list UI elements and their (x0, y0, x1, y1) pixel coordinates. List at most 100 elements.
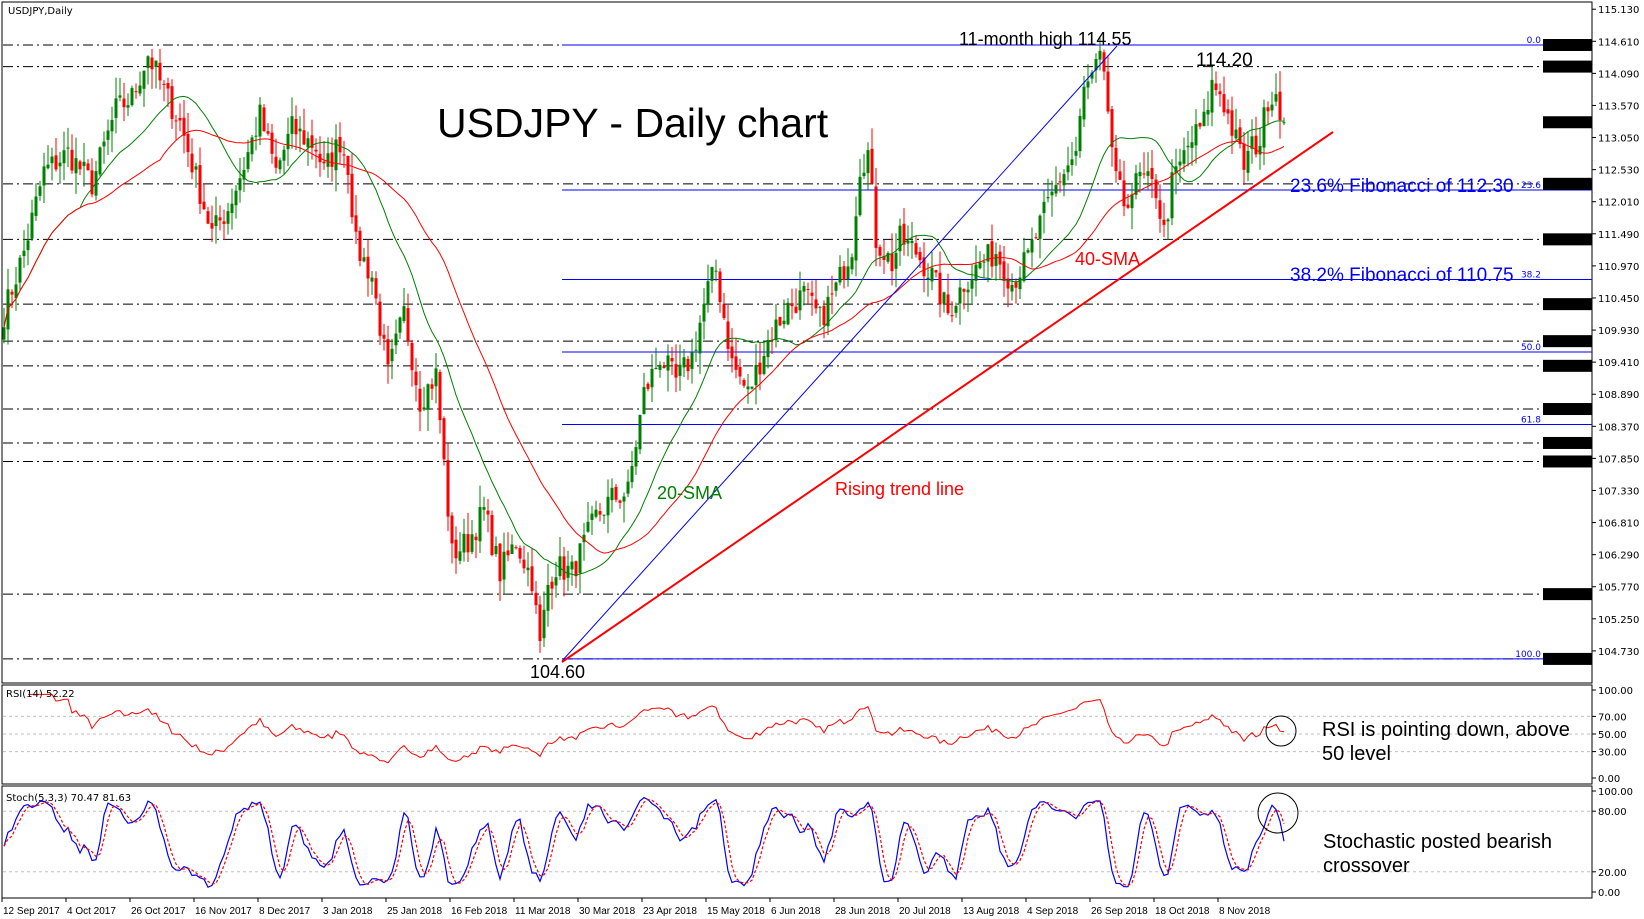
candle-body (202, 201, 206, 210)
candle-body (710, 267, 714, 281)
candle (1214, 71, 1218, 96)
candle (298, 116, 302, 153)
candle-body (1186, 145, 1190, 148)
candle (234, 185, 238, 219)
candle (530, 547, 534, 596)
candle-body (902, 223, 906, 245)
candle-body (818, 306, 822, 308)
candle-body (1242, 143, 1246, 170)
y-tick-label: 108.890 (1598, 390, 1639, 401)
candle (114, 77, 118, 134)
candle-body (334, 139, 338, 171)
candle-body (390, 348, 394, 362)
candle-body (762, 356, 766, 374)
candle-body (878, 247, 882, 256)
x-tick-label: 25 Jan 2018 (387, 906, 442, 917)
candle (814, 279, 818, 314)
price-box (1543, 116, 1592, 129)
candle-body (22, 250, 26, 257)
candle (746, 373, 750, 404)
candle (1106, 55, 1110, 114)
candle-body (1030, 239, 1034, 253)
candle (826, 285, 830, 336)
price-box (1543, 335, 1592, 348)
candle-body (1194, 124, 1198, 146)
candle (906, 225, 910, 257)
candle-body (650, 368, 654, 388)
candle-body (1130, 194, 1134, 209)
candle (374, 271, 378, 305)
candle (1094, 53, 1098, 83)
candle-body (646, 383, 650, 389)
candle (994, 242, 998, 281)
price-box-label: 112.300 (1546, 180, 1587, 191)
candle (698, 315, 702, 375)
candle (550, 576, 554, 610)
candle-body (774, 319, 778, 341)
candle-body (662, 366, 666, 368)
candle (414, 358, 418, 402)
candle (930, 252, 934, 291)
price-box-label: 105.650 (1546, 590, 1587, 601)
candle (1162, 202, 1166, 238)
candle-body (62, 150, 66, 164)
candle (474, 532, 478, 559)
candle-body (874, 186, 878, 248)
candle-body (1134, 173, 1138, 195)
candle-body (1238, 127, 1242, 145)
candle-body (278, 160, 282, 170)
candle (718, 268, 722, 313)
annotation-trend: Rising trend line (835, 479, 964, 499)
x-tick-label: 16 Nov 2017 (195, 906, 252, 917)
candle (1090, 69, 1094, 84)
price-box-label: 114.550 (1546, 41, 1587, 52)
candle (582, 522, 586, 561)
candle (634, 440, 638, 475)
rsi-note-line1: RSI is pointing down, above (1322, 719, 1570, 741)
annotation-fib236: 23.6% Fibonacci of 112.30 (1290, 176, 1514, 197)
candle (62, 131, 66, 181)
candle-body (498, 543, 502, 582)
candle-body (430, 384, 434, 389)
candle-body (726, 321, 730, 349)
candle-body (310, 135, 314, 148)
sma-40-line (3, 129, 1285, 554)
candle (1202, 98, 1206, 127)
candle-body (806, 288, 810, 290)
candle (266, 123, 270, 136)
x-tick-label: 16 Feb 2018 (451, 906, 508, 917)
stoch-note-line2: crossover (1323, 855, 1410, 877)
candle (86, 159, 90, 171)
candle (338, 122, 342, 165)
candle-body (218, 217, 222, 221)
price-box-label: 107.800 (1546, 457, 1587, 468)
candle (774, 303, 778, 348)
candle (258, 97, 262, 146)
candle (1278, 71, 1282, 139)
candle (950, 301, 954, 323)
candle (954, 302, 958, 318)
candle-body (550, 581, 554, 589)
candle-body (1062, 174, 1066, 186)
y-tick-label: 107.330 (1598, 486, 1639, 497)
candle (822, 300, 826, 339)
candle (342, 140, 346, 168)
candle (486, 498, 490, 533)
candle (198, 147, 202, 214)
candle (70, 134, 74, 174)
candle (1022, 237, 1026, 283)
candle-body (602, 514, 606, 516)
candle-body (350, 173, 354, 218)
candle-body (610, 487, 614, 501)
candle (606, 479, 610, 534)
candle (402, 287, 406, 324)
y-tick-label: 112.530 (1598, 166, 1639, 177)
candle-body (882, 256, 886, 260)
candle-body (438, 372, 442, 421)
candle-body (1082, 86, 1086, 120)
candle (194, 162, 198, 188)
candle (506, 532, 510, 562)
candle-body (1042, 201, 1046, 214)
candle (806, 282, 810, 304)
candle-body (618, 500, 622, 503)
